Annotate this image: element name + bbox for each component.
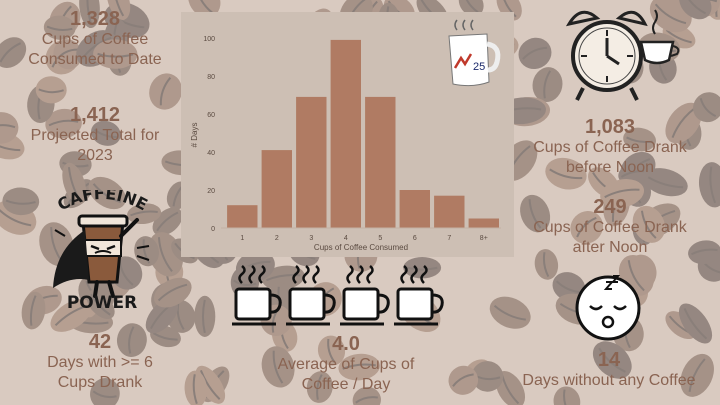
stat-value: 42 [88, 331, 112, 353]
x-tick-label: 2 [275, 235, 279, 242]
stat-label: Average of Cups of [277, 356, 415, 373]
y-tick-label: 100 [203, 36, 215, 43]
power-text: POWER [67, 293, 137, 313]
stat-average: 4.0 Average of Cups of Coffee / Day [256, 333, 436, 395]
bar [365, 96, 396, 229]
coffee-cup-icon [340, 265, 390, 326]
bar [296, 96, 327, 229]
stat-label: Days without any Coffee [522, 372, 696, 389]
bar [261, 150, 292, 228]
x-tick-label: 4 [344, 235, 348, 242]
sleeping-face-icon [572, 270, 644, 342]
y-tick-label: 40 [207, 150, 215, 157]
x-tick-label: 6 [413, 235, 417, 242]
mug-logo-number: 25 [473, 61, 485, 73]
stat-label: Consumed to Date [28, 51, 162, 68]
stat-label: Cups Drank [57, 374, 143, 391]
y-tick-label: 20 [207, 188, 215, 195]
stat-label: Cups of Coffee Drank [533, 219, 687, 236]
bar [434, 195, 465, 228]
stat-value: 4.0 [332, 333, 360, 355]
bar [399, 190, 430, 228]
stat-value: 1,083 [584, 116, 636, 138]
coffee-mug-icon: 25 [448, 19, 501, 87]
coffee-cup-icon [286, 265, 336, 326]
stat-label: Days with >= 6 [47, 354, 153, 371]
stat-label: Coffee / Day [301, 376, 391, 393]
stat-cups-to-date: 1,328 Cups of Coffee Consumed to Date [10, 8, 180, 70]
stat-label: before Noon [565, 159, 655, 176]
x-tick-label: 5 [378, 235, 382, 242]
x-axis-label: Cups of Coffee Consumed [314, 243, 408, 252]
stat-label: 2023 [77, 147, 113, 164]
coffee-cup-icon [394, 265, 444, 326]
x-tick-label: 7 [447, 235, 451, 242]
coffee-cup-icon [232, 265, 282, 326]
stat-value: 1,328 [69, 8, 121, 30]
caffeine-power-icon: CAFFEINE POWER [45, 184, 160, 315]
stat-after-noon: 249 Cups of Coffee Drank after Noon [512, 196, 708, 258]
stat-value: 14 [597, 349, 621, 371]
bar [468, 218, 499, 228]
stat-label: Projected Total for [30, 127, 160, 144]
alarm-clock-icon [553, 4, 683, 104]
chart-panel: 0 20 40 60 80 100 1 2 3 4 5 6 7 8+ Cups of Coffee Co… [181, 12, 514, 257]
bar-chart: 0 20 40 60 80 100 1 2 3 4 5 6 7 8+ Cups of Coffee Co… [190, 19, 501, 252]
x-tick-label: 8+ [480, 235, 488, 242]
stat-before-noon: 1,083 Cups of Coffee Drank before Noon [512, 116, 708, 178]
caffeine-text: CAFFEINE [54, 184, 151, 215]
x-tick-label: 3 [309, 235, 313, 242]
y-tick-label: 60 [207, 112, 215, 119]
stat-label: after Noon [572, 239, 648, 256]
stat-six-cups: 42 Days with >= 6 Cups Drank [15, 331, 185, 393]
x-tick-label: 1 [240, 235, 244, 242]
bar [330, 39, 361, 229]
y-tick-label: 0 [211, 226, 215, 233]
coffee-cups-icon [232, 265, 452, 330]
svg-text:CAFFEINE: CAFFEINE [54, 190, 151, 214]
stat-label: Cups of Coffee Drank [533, 139, 687, 156]
stat-value: 1,412 [69, 104, 121, 126]
y-axis-label: # Days [190, 123, 199, 148]
y-tick-label: 80 [207, 74, 215, 81]
bar [227, 205, 258, 228]
stat-no-coffee: 14 Days without any Coffee [505, 349, 713, 391]
stat-projected: 1,412 Projected Total for 2023 [10, 104, 180, 166]
stat-value: 249 [593, 196, 627, 218]
stat-label: Cups of Coffee [41, 31, 149, 48]
